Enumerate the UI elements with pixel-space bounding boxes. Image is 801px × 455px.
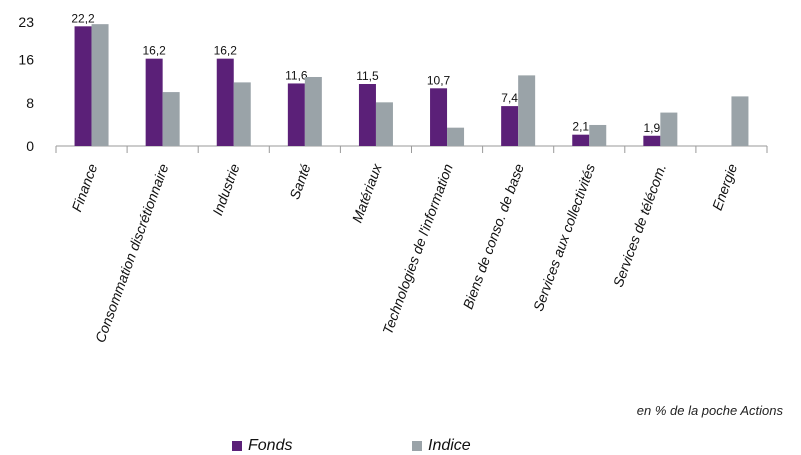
x-category-label: Industrie — [209, 161, 242, 217]
x-category-label: Energie — [709, 161, 741, 212]
data-label-fonds: 7,4 — [501, 91, 518, 105]
x-category-label: Services de télécom. — [610, 162, 669, 290]
legend: Fonds Indice — [232, 437, 592, 455]
bar-indice — [518, 75, 536, 146]
x-category-label: Biens de conso. de base — [459, 161, 527, 311]
bar-fonds — [501, 106, 519, 146]
bar-indice — [375, 102, 393, 146]
legend-item-indice: Indice — [412, 437, 592, 455]
data-label-fonds: 10,7 — [427, 73, 451, 87]
y-tick-label: 8 — [26, 95, 34, 111]
x-category-label: Finance — [68, 161, 100, 213]
bar-indice — [589, 124, 607, 146]
legend-label-fonds: Fonds — [248, 437, 293, 454]
chart-note: en % de la poche Actions — [636, 403, 783, 418]
legend-swatch-fonds — [232, 441, 242, 451]
y-tick-label: 16 — [18, 52, 34, 68]
x-category-label: Consommation discrétionnaire — [92, 161, 172, 344]
legend-label-indice: Indice — [428, 437, 471, 454]
data-label-fonds: 16,2 — [142, 44, 166, 58]
bar-chart: 0 8 16 23 22,2 Finance 16,2 Consommation discré… — [18, 11, 768, 345]
data-label-fonds: 11,6 — [285, 68, 308, 82]
bar-fonds — [643, 135, 661, 146]
bar-fonds — [358, 84, 376, 146]
y-tick-label: 0 — [26, 138, 34, 154]
bar-indice — [233, 82, 251, 146]
bar-indice — [447, 127, 465, 146]
data-label-fonds: 1,9 — [644, 121, 661, 135]
x-category-label: Santé — [286, 161, 314, 201]
bar-fonds — [74, 26, 92, 147]
x-category-label: Matériaux — [349, 161, 385, 225]
bar-fonds — [287, 83, 305, 146]
bar-fonds — [430, 88, 448, 146]
legend-item-fonds: Fonds — [232, 437, 412, 455]
bar-indice — [660, 112, 678, 146]
bar-fonds — [145, 58, 163, 146]
bar-fonds — [216, 58, 234, 146]
data-label-fonds: 16,2 — [214, 44, 238, 58]
bar-indice — [304, 76, 322, 146]
x-category-label: Technologies de l'information — [379, 161, 456, 336]
bar-fonds — [572, 134, 590, 146]
bar-indice — [731, 96, 749, 146]
data-label-fonds: 11,5 — [356, 69, 379, 83]
bar-indice — [91, 24, 109, 146]
data-label-fonds: 22,2 — [71, 11, 95, 25]
x-category-label: Services aux collectivités — [530, 162, 598, 314]
data-label-fonds: 2,1 — [572, 120, 589, 134]
y-tick-label: 23 — [18, 14, 34, 30]
legend-swatch-indice — [412, 441, 422, 451]
bar-indice — [162, 92, 180, 146]
